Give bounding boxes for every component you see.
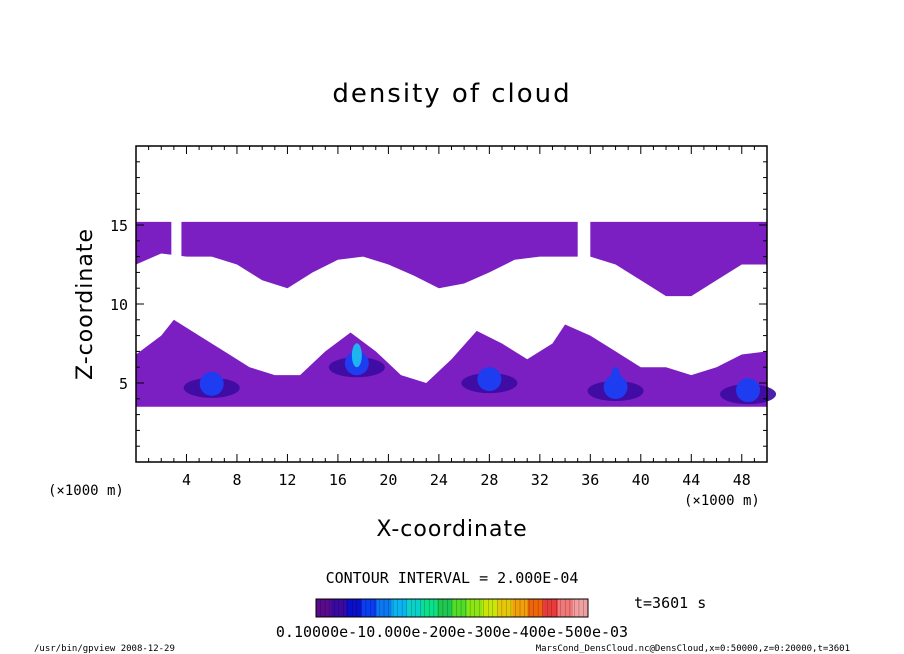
upper-cloud-gap: [577, 220, 591, 269]
x-unit-label: (×1000 m): [684, 493, 760, 509]
x-tick-label: 16: [329, 471, 347, 489]
colorbar-swatch: [527, 599, 544, 617]
dense-core: [736, 378, 761, 403]
chart-title: density of cloud: [332, 79, 571, 109]
x-tick-label: 48: [733, 471, 751, 489]
x-tick-label: 32: [531, 471, 549, 489]
colorbar-swatch: [391, 599, 408, 617]
x-axis-title: X-coordinate: [376, 517, 527, 542]
colorbar-swatch: [346, 599, 362, 617]
x-tick-label: 4: [182, 471, 191, 489]
colorbar: [315, 599, 589, 617]
colorbar-swatch: [406, 599, 423, 617]
x-tick-label: 40: [632, 471, 650, 489]
y-tick-label: 15: [110, 217, 128, 235]
y-tick-label: 5: [119, 375, 128, 393]
x-tick-label: 36: [581, 471, 599, 489]
colorbar-swatch: [557, 599, 574, 617]
x-tick-label: 12: [278, 471, 296, 489]
colorbar-swatch: [331, 599, 347, 617]
upper-cloud-layer: [136, 221, 767, 297]
y-axis-title: Z-coordinate: [73, 228, 98, 380]
colorbar-tick-labels: 0.10000e-10.000e-200e-300e-400e-500e-03: [276, 623, 628, 641]
colorbar-swatch: [542, 599, 559, 617]
colorbar-swatch: [482, 599, 498, 617]
x-axis: 4 8 12 16 20 24 28 32 36 40 44 48: [148, 146, 755, 489]
dense-core-peak: [610, 367, 621, 391]
colorbar-swatch: [436, 599, 453, 617]
contour-interval-label: CONTOUR INTERVAL = 2.000E-04: [326, 569, 579, 587]
upper-cloud-gap: [171, 220, 182, 269]
x-tick-label: 28: [480, 471, 498, 489]
colorbar-swatch: [316, 599, 332, 617]
dense-core: [199, 371, 224, 396]
y-tick-label: 10: [110, 296, 128, 314]
colorbar-swatch: [467, 599, 483, 617]
dense-core-peak: [351, 343, 362, 368]
y-axis: 5 10 15: [110, 161, 767, 447]
colorbar-swatch: [452, 599, 468, 617]
program-info: /usr/bin/gpview 2008-12-29: [34, 644, 175, 654]
plot-area: [136, 220, 777, 407]
colorbar-swatch: [361, 599, 377, 617]
colorbar-frame: [315, 598, 589, 618]
colorbar-swatch: [572, 599, 589, 617]
plot-frame: [135, 145, 768, 463]
colorbar-swatch: [512, 599, 529, 617]
file-info: MarsCond_DensCloud.nc@DensCloud,x=0:5000…: [536, 644, 850, 654]
time-label: t=3601 s: [634, 594, 706, 612]
x-tick-label: 24: [430, 471, 448, 489]
colorbar-swatch: [376, 599, 393, 617]
colorbar-swatch: [421, 599, 438, 617]
x-tick-label: 44: [682, 471, 700, 489]
y-unit-label: (×1000 m): [48, 483, 124, 499]
x-tick-label: 20: [379, 471, 397, 489]
colorbar-swatch: [497, 599, 513, 617]
x-tick-label: 8: [232, 471, 241, 489]
dense-core: [477, 367, 502, 392]
